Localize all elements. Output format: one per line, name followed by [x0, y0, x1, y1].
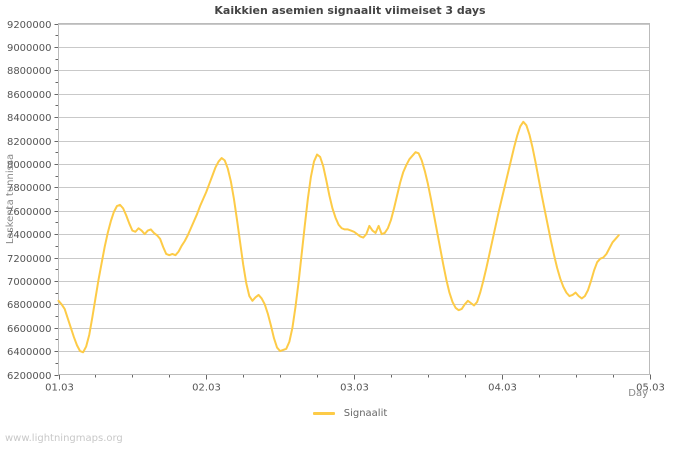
chart-legend: Signaalit: [0, 408, 700, 419]
y-tick-label: 8200000: [7, 137, 52, 148]
y-tick-label: 7600000: [7, 207, 52, 218]
plot-frame: [58, 23, 650, 375]
x-tick-label: 01.03: [45, 383, 74, 394]
x-tick-label: 05.03: [636, 383, 665, 394]
chart-title: Kaikkien asemien signaalit viimeiset 3 d…: [214, 4, 486, 17]
y-axis-title: Laskenta tunnissa: [5, 154, 16, 244]
y-tick-label: 8400000: [7, 113, 52, 124]
x-tick-label: 04.03: [488, 383, 517, 394]
y-tick-label: 8600000: [7, 90, 52, 101]
y-tick-label: 8000000: [7, 160, 52, 171]
x-axis-title: Day: [628, 388, 648, 399]
gridlines: [58, 24, 650, 352]
x-tick-label: 02.03: [192, 383, 221, 394]
y-axis-ticks: 6200000 6400000 6600000 6800000 7000000 72000…: [7, 20, 59, 382]
y-tick-label: 6400000: [7, 347, 52, 358]
y-tick-label: 6200000: [7, 371, 52, 382]
y-tick-label: 8800000: [7, 66, 52, 77]
legend-label-signaalit: Signaalit: [343, 408, 388, 419]
series-line-signaalit: [57, 120, 620, 354]
data-series-layer: [57, 120, 620, 354]
x-tick-label: 03.03: [340, 383, 369, 394]
watermark: www.lightningmaps.org: [5, 433, 123, 444]
y-tick-label: 7400000: [7, 230, 52, 241]
y-tick-label: 6800000: [7, 300, 52, 311]
legend-swatch-signaalit: [312, 412, 335, 415]
y-tick-label: 7200000: [7, 254, 52, 265]
x-axis-ticks: 01.03 02.03 03.03 04.03 05.03: [45, 374, 665, 394]
y-tick-label: 7000000: [7, 277, 52, 288]
y-tick-label: 9000000: [7, 43, 52, 54]
y-tick-label: 6600000: [7, 324, 52, 335]
y-tick-label: 9200000: [7, 20, 52, 31]
y-tick-label: 7800000: [7, 183, 52, 194]
